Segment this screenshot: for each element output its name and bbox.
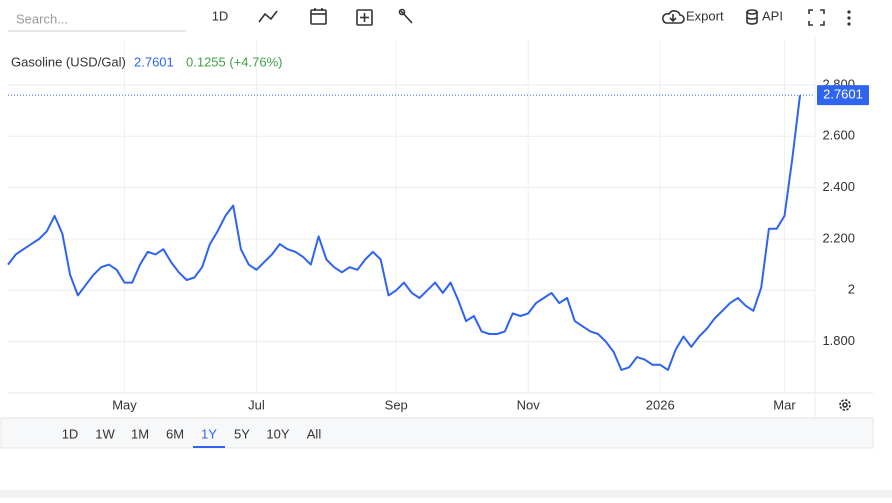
y-tick-label: 2.200 bbox=[822, 230, 855, 245]
range-button[interactable]: 1W bbox=[95, 426, 115, 441]
y-tick-label: 2.400 bbox=[822, 179, 855, 194]
api-label: API bbox=[762, 8, 783, 23]
x-tick-label: Nov bbox=[517, 397, 541, 412]
range-button[interactable]: 6M bbox=[166, 426, 184, 441]
range-button[interactable]: All bbox=[307, 426, 322, 441]
y-tick-label: 2 bbox=[848, 282, 855, 297]
price-change: 0.1255 (+4.76%) bbox=[186, 54, 282, 69]
x-tick-label: May bbox=[112, 397, 137, 412]
last-price-badge-label: 2.7601 bbox=[823, 87, 863, 102]
range-button[interactable]: 10Y bbox=[266, 426, 289, 441]
search-input[interactable]: Search... bbox=[16, 11, 68, 26]
menu-button[interactable] bbox=[847, 10, 851, 26]
x-tick-label: Jul bbox=[248, 397, 265, 412]
price-line bbox=[7, 95, 801, 371]
interval-button[interactable]: 1D bbox=[212, 8, 229, 23]
bottom-strip bbox=[0, 490, 892, 498]
tools-button[interactable] bbox=[398, 8, 413, 24]
last-price: 2.7601 bbox=[134, 54, 174, 69]
last-price-badge bbox=[817, 85, 869, 106]
range-button[interactable]: 1Y bbox=[201, 426, 217, 441]
range-button[interactable]: 1M bbox=[131, 426, 149, 441]
y-tick-label: 1.800 bbox=[822, 333, 855, 348]
chart-title: Gasoline (USD/Gal) bbox=[11, 54, 126, 69]
export-button[interactable]: Export bbox=[662, 8, 724, 24]
x-tick-label: 2026 bbox=[646, 397, 675, 412]
range-buttons: 1D 1W 1M 6M 1Y 5Y 10Y All bbox=[62, 426, 322, 448]
export-label: Export bbox=[686, 8, 724, 23]
fullscreen-button[interactable] bbox=[808, 9, 825, 26]
y-tick-label: 2.600 bbox=[822, 128, 855, 143]
plot bbox=[7, 40, 815, 393]
x-tick-label: Sep bbox=[385, 397, 408, 412]
range-bar bbox=[0, 417, 874, 449]
compare-button[interactable] bbox=[356, 9, 373, 26]
range-button[interactable]: 1D bbox=[62, 426, 79, 441]
range-button[interactable]: 5Y bbox=[234, 426, 250, 441]
settings-button[interactable] bbox=[839, 399, 851, 411]
api-button[interactable]: API bbox=[746, 8, 783, 25]
chart-type-button[interactable] bbox=[258, 10, 278, 23]
calendar-button[interactable] bbox=[310, 8, 327, 25]
x-tick-label: Mar bbox=[773, 397, 796, 412]
